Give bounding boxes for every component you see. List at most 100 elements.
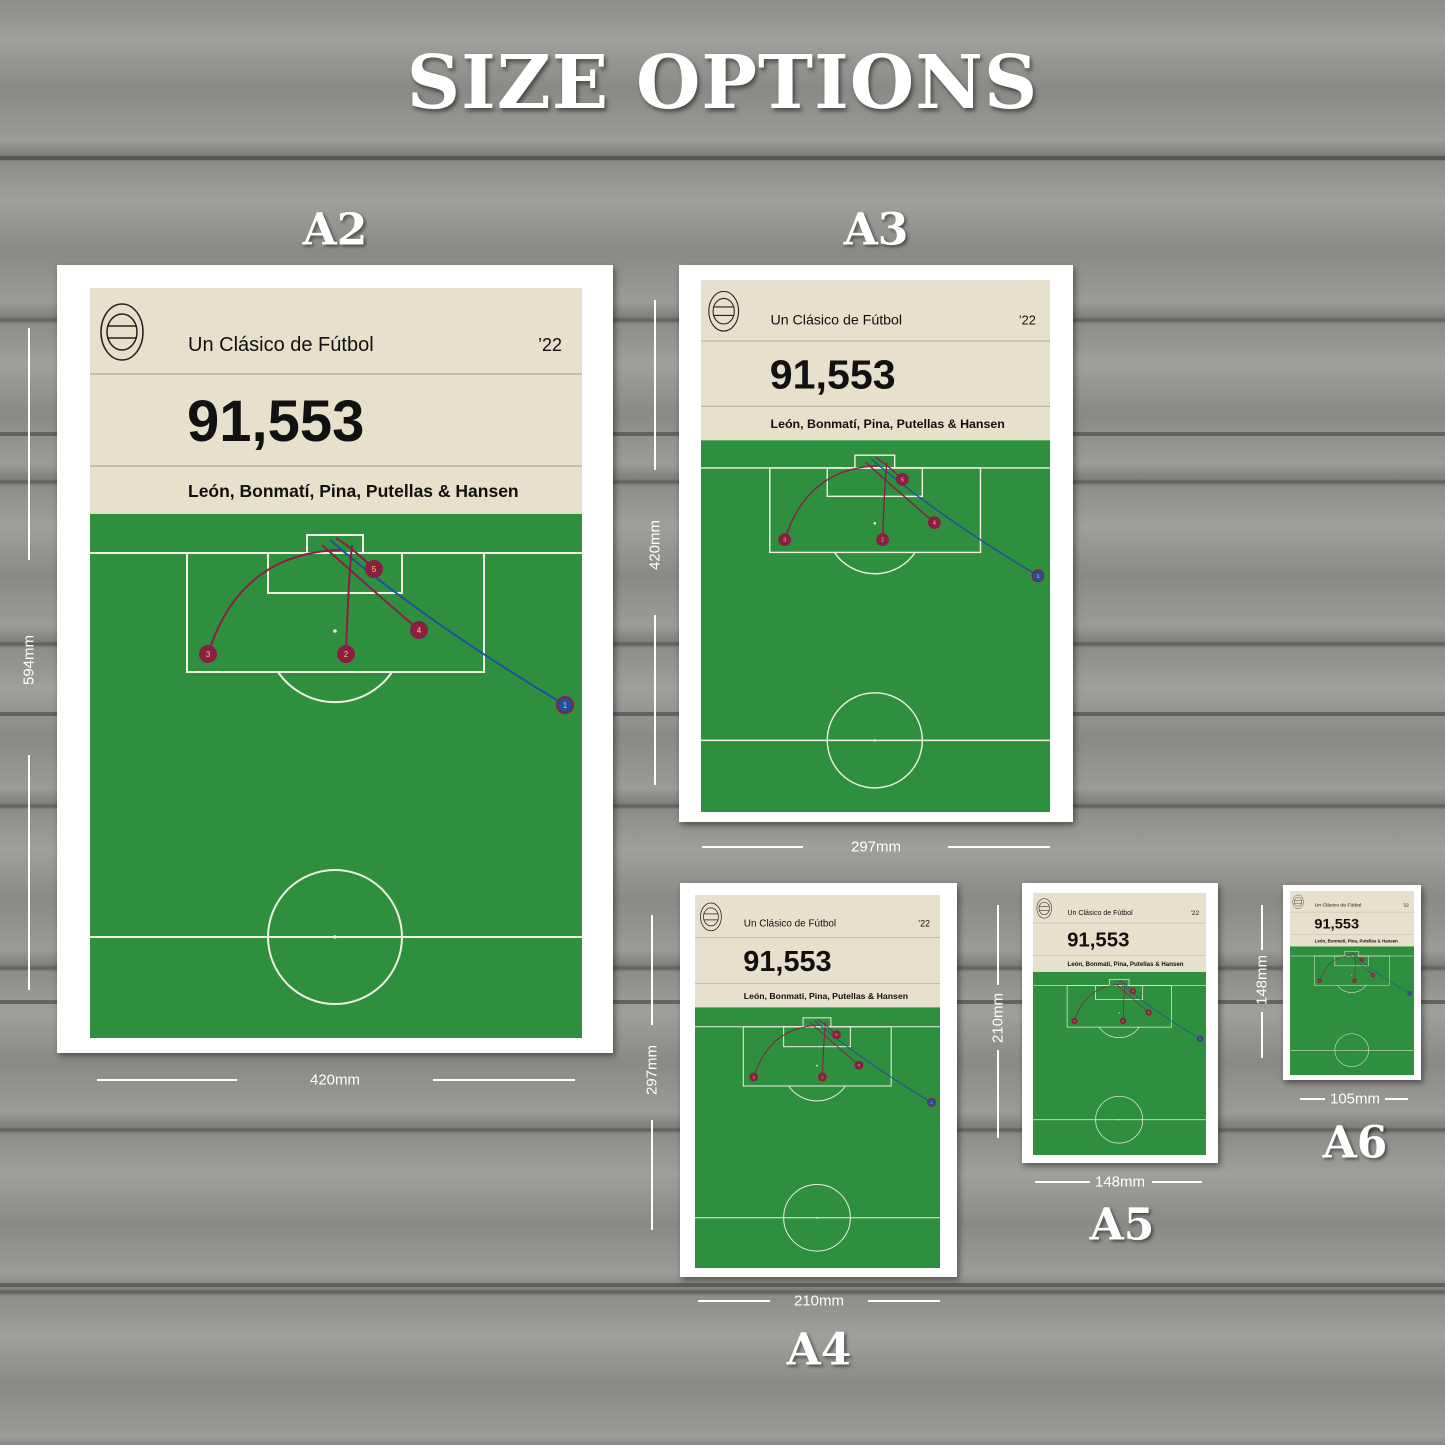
penalty-spot — [333, 629, 337, 633]
goal-marker-number: 3 — [1074, 1019, 1076, 1023]
poster-attendance: 91,553 — [1067, 930, 1129, 952]
centre-spot — [1351, 1049, 1353, 1051]
goal-marker-number: 2 — [821, 1075, 823, 1080]
goal-marker-number: 2 — [1354, 981, 1355, 983]
pitch — [1033, 971, 1206, 1155]
poster-header — [1290, 891, 1414, 947]
poster-header — [695, 895, 940, 1008]
wood-plank-seam — [0, 156, 1445, 160]
goal-path-1 — [1117, 980, 1201, 1039]
goal-path-1 — [329, 539, 566, 706]
football-logo-icon — [1036, 898, 1052, 919]
height-arrow-line — [654, 300, 656, 470]
height-arrow-line — [28, 755, 30, 990]
poster-scorers: León, Bonmatí, Pina, Putellas & Hansen — [744, 991, 908, 1001]
goal-marker-2 — [1352, 978, 1357, 983]
goal-path-4 — [1348, 953, 1374, 976]
width-dimension: 148mm — [1094, 1173, 1146, 1191]
height-arrow-line — [1261, 1012, 1263, 1058]
goal-marker-number: 3 — [206, 650, 211, 659]
goal-marker-2 — [876, 533, 889, 546]
poster-year: ’22 — [538, 335, 562, 355]
size-label-a2: A2 — [302, 204, 368, 256]
goal-marker-number: 3 — [1319, 981, 1321, 983]
goal-path-3 — [1319, 955, 1354, 981]
width-dimension: 210mm — [793, 1292, 845, 1310]
goal-path-3 — [1074, 984, 1121, 1021]
goal-marker-3 — [1317, 978, 1323, 983]
penalty-spot — [816, 1064, 818, 1067]
height-dimension: 297mm — [643, 1044, 661, 1096]
centre-spot — [873, 739, 877, 742]
pitch — [1290, 946, 1414, 1075]
goal-marker-number: 2 — [1122, 1019, 1124, 1023]
height-arrow-line — [28, 328, 30, 560]
poster-artwork: Un Clásico de Fútbol ’22 91,553 León, Bo… — [1033, 893, 1206, 1155]
poster-image: Un Clásico de Fútbol ’22 91,553 León, Bo… — [90, 288, 582, 1038]
poster-artwork: Un Clásico de Fútbol ’22 91,553 León, Bo… — [90, 288, 582, 1038]
goal-marker-5 — [1129, 988, 1137, 995]
width-arrow-line — [1152, 1181, 1202, 1183]
poster-header — [1033, 893, 1206, 972]
goal-marker-1 — [556, 696, 574, 714]
goal-marker-1 — [1407, 991, 1412, 996]
goal-path-2 — [1122, 982, 1126, 1021]
poster-header — [701, 280, 1050, 441]
goal-path-4 — [810, 1022, 860, 1066]
poster-year: ’22 — [918, 918, 930, 928]
goal-path-1 — [870, 458, 1039, 577]
football-logo-icon — [708, 290, 740, 332]
goal-marker-number: 3 — [783, 538, 786, 544]
height-arrow-line — [1261, 905, 1263, 950]
football-logo-icon — [100, 303, 144, 361]
goal-path-1 — [1350, 952, 1410, 994]
goal-path-2 — [881, 462, 888, 540]
goal-path-2 — [821, 1022, 826, 1078]
width-arrow-line — [97, 1079, 237, 1081]
goal-marker-5 — [896, 472, 909, 486]
poster-artwork: Un Clásico de Fútbol ’22 91,553 León, Bo… — [1290, 891, 1414, 1075]
poster-series-title: Un Clásico de Fútbol — [744, 918, 836, 929]
poster-scorers: León, Bonmatí, Pina, Putellas & Hansen — [1315, 938, 1399, 943]
poster-artwork: Un Clásico de Fútbol ’22 91,553 León, Bo… — [695, 895, 940, 1268]
goal-marker-3 — [778, 533, 792, 546]
goal-marker-number: 2 — [344, 650, 349, 659]
goal-path-2 — [345, 544, 353, 655]
poster-series-title: Un Clásico de Fútbol — [188, 334, 374, 356]
goal-path-3 — [753, 1024, 820, 1078]
width-arrow-line — [702, 846, 803, 848]
goal-marker-number: 5 — [901, 477, 904, 483]
goal-marker-5 — [365, 560, 383, 578]
poster-header — [90, 288, 582, 514]
penalty-spot — [873, 522, 877, 525]
width-dimension: 297mm — [850, 838, 902, 856]
height-dimension: 148mm — [1253, 954, 1271, 1006]
goal-marker-3 — [1071, 1017, 1078, 1024]
goal-marker-4 — [927, 516, 941, 529]
goal-marker-number: 4 — [1372, 975, 1374, 977]
poster-attendance: 91,553 — [187, 389, 364, 454]
goal-path-3 — [207, 549, 341, 655]
width-dimension: 105mm — [1329, 1090, 1381, 1108]
poster-series-title: Un Clásico de Fútbol — [1315, 903, 1362, 909]
penalty-spot — [1118, 1012, 1120, 1014]
poster-image: Un Clásico de Fútbol ’22 91,553 León, Bo… — [1290, 891, 1414, 1075]
poster-scorers: León, Bonmatí, Pina, Putellas & Hansen — [188, 481, 519, 501]
goal-marker-number: 5 — [1361, 960, 1363, 962]
goal-marker-1 — [1196, 1035, 1204, 1042]
goal-marker-2 — [1119, 1017, 1127, 1024]
centre-spot — [816, 1216, 818, 1219]
width-arrow-line — [1300, 1098, 1325, 1100]
size-label-a3: A3 — [843, 204, 909, 256]
width-arrow-line — [698, 1300, 770, 1302]
poster-scorers: León, Bonmatí, Pina, Putellas & Hansen — [771, 417, 1005, 431]
goal-marker-5 — [831, 1030, 841, 1040]
goal-path-3 — [784, 465, 879, 540]
penalty-spot — [1351, 974, 1353, 976]
goal-path-4 — [865, 461, 935, 524]
height-dimension: 594mm — [20, 634, 38, 686]
goal-marker-number: 1 — [1036, 574, 1039, 580]
width-dimension: 420mm — [309, 1071, 361, 1089]
goal-marker-3 — [749, 1072, 759, 1082]
poster-year: ’22 — [1191, 910, 1200, 917]
